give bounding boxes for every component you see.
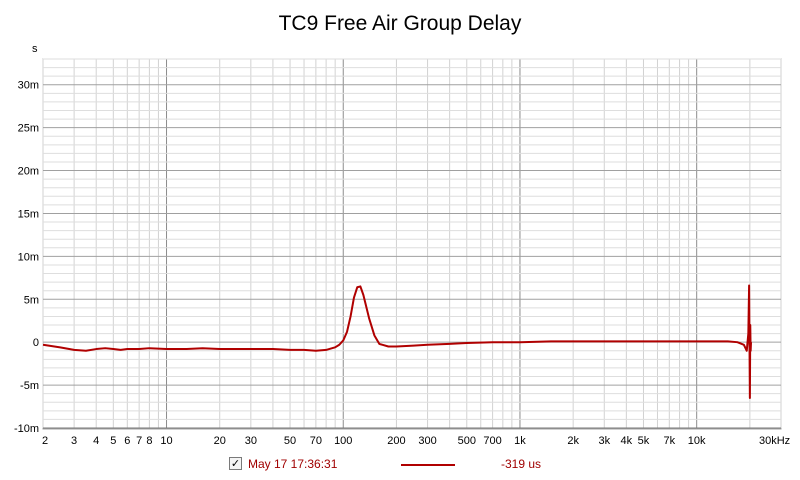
y-tick-label: 30m — [18, 80, 39, 92]
series-layer — [42, 284, 753, 399]
x-tick-label: 7k — [663, 435, 675, 447]
x-tick-label: 100 — [334, 435, 352, 447]
x-tick-label: 4k — [621, 435, 633, 447]
x-tick-label: 6 — [124, 435, 130, 447]
x-tick-label: 700 — [483, 435, 501, 447]
y-tick-label: 25m — [18, 123, 39, 135]
y-tick-label: -10m — [14, 423, 39, 435]
x-tick-label: 50 — [284, 435, 296, 447]
y-tick-label: -5m — [20, 380, 39, 392]
x-tick-label: 30 — [245, 435, 257, 447]
y-tick-label: 0 — [33, 337, 39, 349]
series-line — [42, 284, 753, 399]
x-tick-label: 5 — [110, 435, 116, 447]
legend-value: -319 us — [501, 457, 542, 471]
axis-tick-labels: 2 3 4 5 6 7 8 10 20 30 50 70 100 200 300 500 700 1k 2k 3k 4k… — [14, 80, 790, 447]
x-tick-label: 70 — [310, 435, 322, 447]
y-unit-label: s — [32, 43, 38, 55]
y-tick-label: 15m — [18, 208, 39, 220]
x-tick-label: 300 — [418, 435, 436, 447]
x-tick-label: 7 — [136, 435, 142, 447]
x-tick-label: 2 — [42, 435, 48, 447]
x-tick-label: 500 — [458, 435, 476, 447]
legend-checkbox[interactable]: ✓ — [229, 457, 242, 470]
y-tick-label: 5m — [24, 294, 39, 306]
x-tick-label: 3 — [71, 435, 77, 447]
x-tick-label: 4 — [93, 435, 99, 447]
x-tick-label: 200 — [387, 435, 405, 447]
legend-swatch — [401, 464, 455, 466]
x-tick-label: 30kHz — [759, 435, 790, 447]
legend-label: May 17 17:36:31 — [248, 457, 338, 471]
x-tick-label: 2k — [567, 435, 579, 447]
x-tick-label: 3k — [598, 435, 610, 447]
chart-title: TC9 Free Air Group Delay — [279, 12, 522, 35]
x-tick-label: 10 — [160, 435, 172, 447]
x-tick-label: 1k — [514, 435, 526, 447]
x-tick-label: 20 — [214, 435, 226, 447]
x-tick-label: 5k — [638, 435, 650, 447]
y-tick-label: 20m — [18, 166, 39, 178]
y-tick-label: 10m — [18, 251, 39, 263]
x-tick-label: 10k — [688, 435, 706, 447]
plot-area — [42, 58, 782, 430]
x-tick-label: 8 — [146, 435, 152, 447]
